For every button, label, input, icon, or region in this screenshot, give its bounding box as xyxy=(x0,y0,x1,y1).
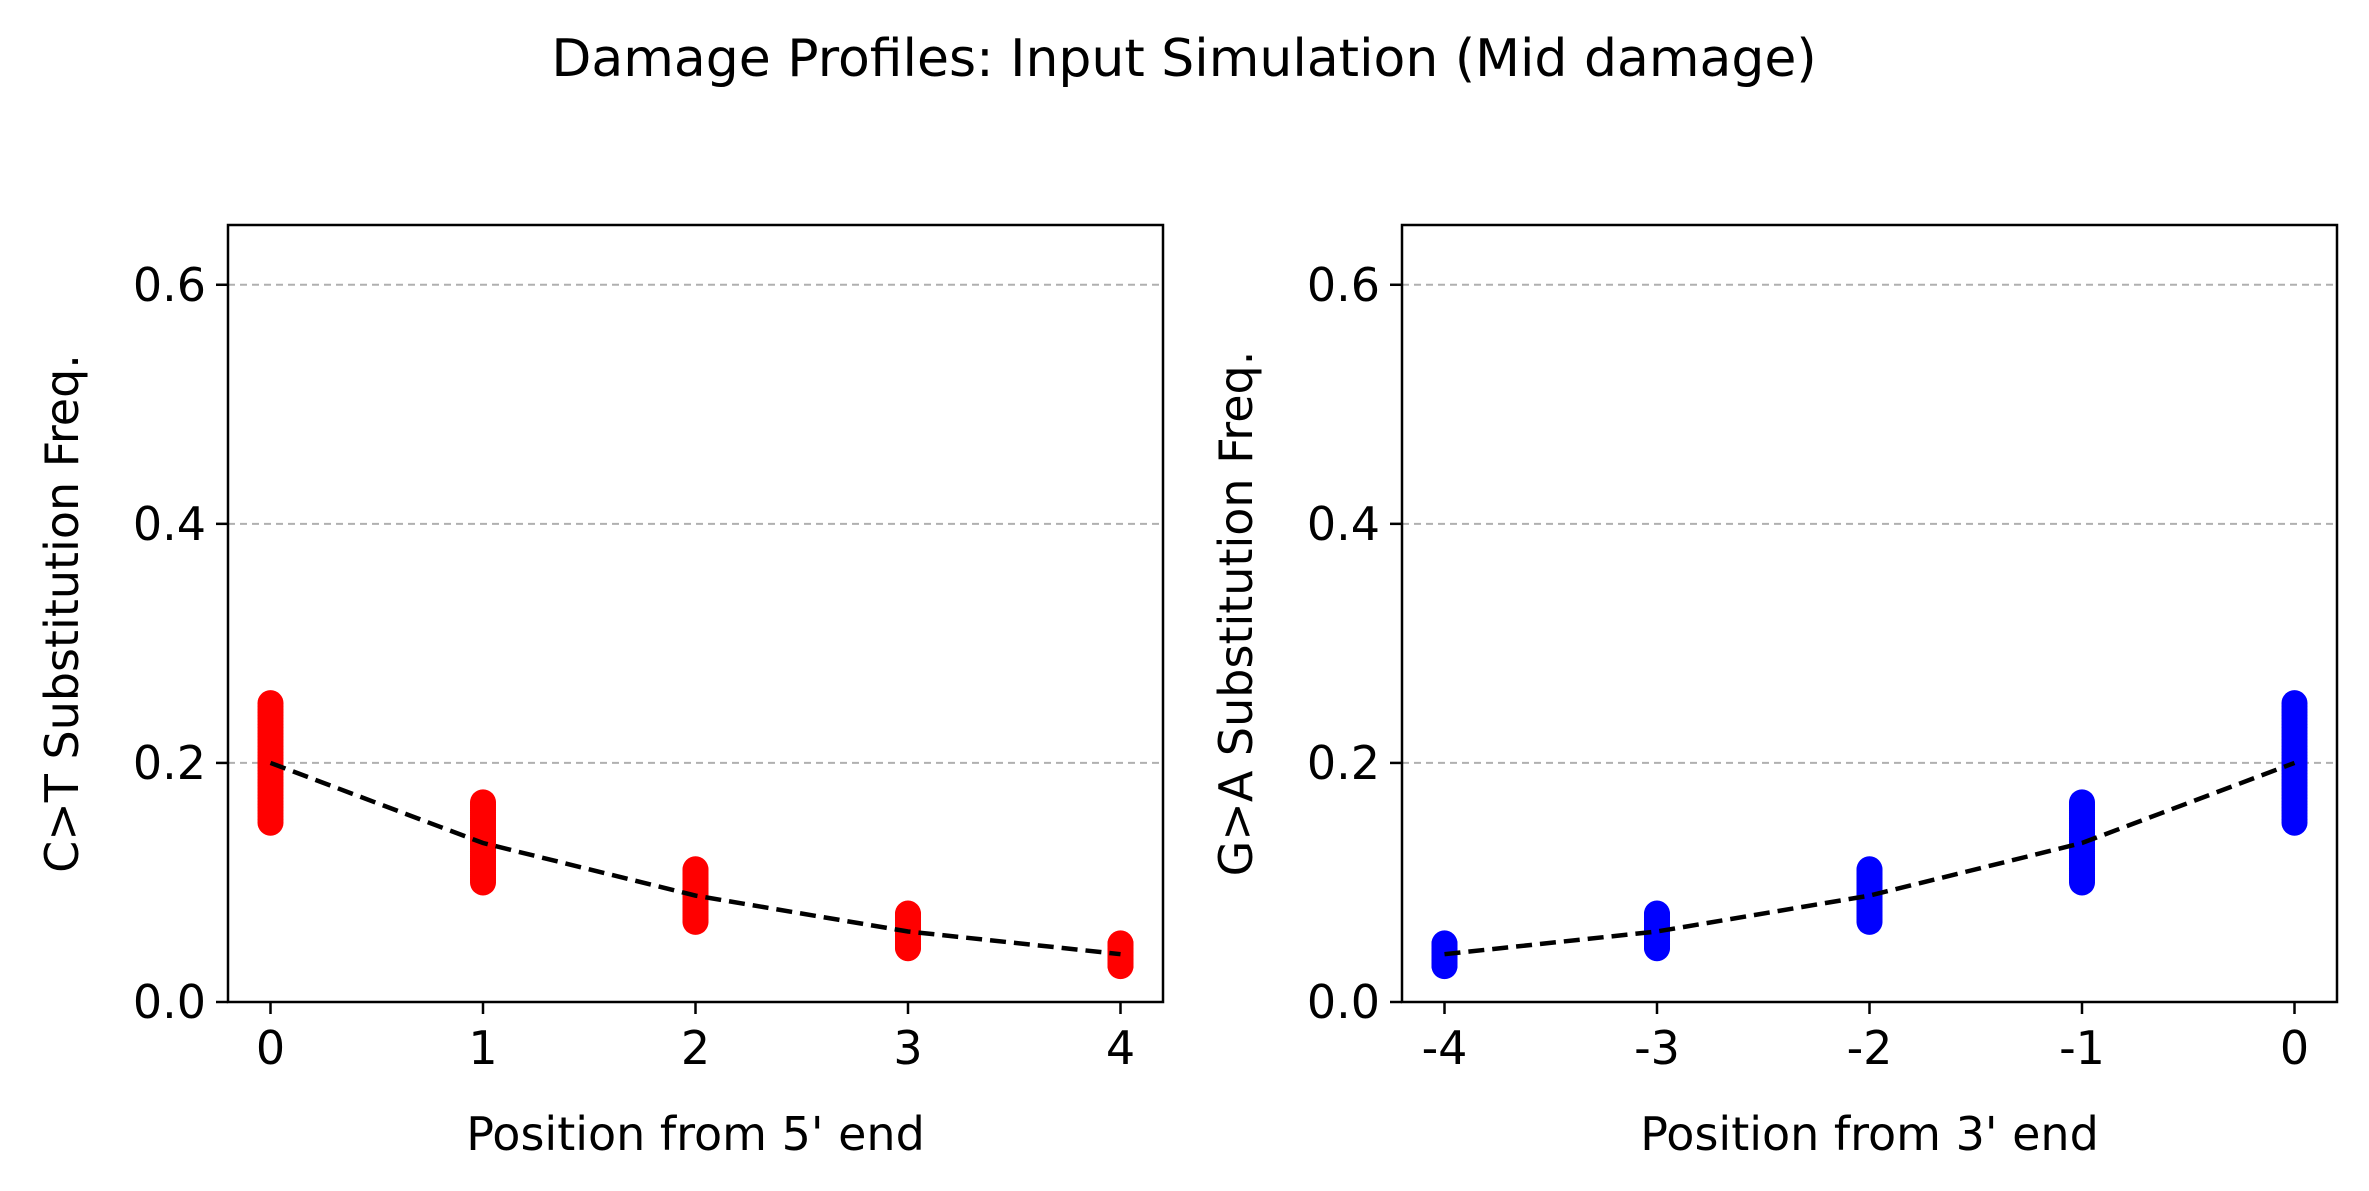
right-point xyxy=(2069,789,2095,816)
right-x-ticks: -4 -3 -2 -1 0 xyxy=(1422,1002,2309,1075)
right-points-x-1 xyxy=(2069,789,2095,896)
left-x-tick-label: 3 xyxy=(893,1021,922,1075)
left-x-tick-label: 0 xyxy=(256,1021,285,1075)
right-y-ticks: 0.0 0.2 0.4 0.6 xyxy=(1307,258,1402,1029)
left-points-x1 xyxy=(470,789,496,896)
right-x-tick-label: -2 xyxy=(1847,1021,1893,1075)
right-y-tick-label: 0.4 xyxy=(1307,497,1380,551)
left-point xyxy=(257,690,284,717)
right-y-tick-label: 0.6 xyxy=(1307,258,1380,312)
left-x-tick-label: 2 xyxy=(681,1021,710,1075)
left-point xyxy=(470,789,496,816)
left-point xyxy=(1107,930,1134,957)
right-point xyxy=(1431,930,1458,957)
right-x-axis-label: Position from 3' end xyxy=(1640,1107,2099,1161)
right-expected-line-group xyxy=(1444,760,2296,957)
right-points-x-3 xyxy=(1644,900,1670,962)
left-x-tick-label: 1 xyxy=(468,1021,497,1075)
right-point xyxy=(1644,900,1670,927)
right-y-tick-label: 0.0 xyxy=(1307,975,1380,1029)
right-points xyxy=(1431,690,2308,980)
left-point xyxy=(682,856,709,883)
right-x-tick-label: -3 xyxy=(1634,1021,1680,1075)
left-points-x4 xyxy=(1107,930,1134,980)
right-x-tick-label: 0 xyxy=(2280,1021,2309,1075)
left-x-tick-label: 4 xyxy=(1106,1021,1135,1075)
left-y-ticks: 0.0 0.2 0.4 0.6 xyxy=(133,258,228,1029)
left-y-tick-label: 0.0 xyxy=(133,975,206,1029)
left-points-x0 xyxy=(257,690,284,836)
right-x-tick-label: -4 xyxy=(1422,1021,1468,1075)
right-point xyxy=(1856,856,1883,883)
left-expected-line xyxy=(269,760,1121,957)
right-panel: -4 -3 -2 -1 0 0.0 0.2 0.4 0.6 Position from 3' … xyxy=(1209,223,2339,1161)
left-point xyxy=(895,900,921,927)
right-expected-line xyxy=(1444,760,2296,957)
figure-title: Damage Profiles: Input Simulation (Mid d… xyxy=(551,29,1816,89)
right-y-tick-label: 0.2 xyxy=(1307,736,1380,790)
right-y-axis-label: G>A Substitution Freq. xyxy=(1209,351,1263,877)
left-x-axis-label: Position from 5' end xyxy=(466,1107,925,1161)
left-expected-line-group xyxy=(269,760,1121,957)
left-x-ticks: 0 1 2 3 4 xyxy=(256,1002,1135,1075)
right-point xyxy=(2281,690,2308,717)
left-y-axis-label: C>T Substitution Freq. xyxy=(35,354,89,873)
left-y-tick-label: 0.6 xyxy=(133,258,206,312)
left-y-tick-label: 0.2 xyxy=(133,736,206,790)
left-y-tick-label: 0.4 xyxy=(133,497,206,551)
right-x-tick-label: -1 xyxy=(2059,1021,2105,1075)
right-points-x0 xyxy=(2281,690,2308,836)
